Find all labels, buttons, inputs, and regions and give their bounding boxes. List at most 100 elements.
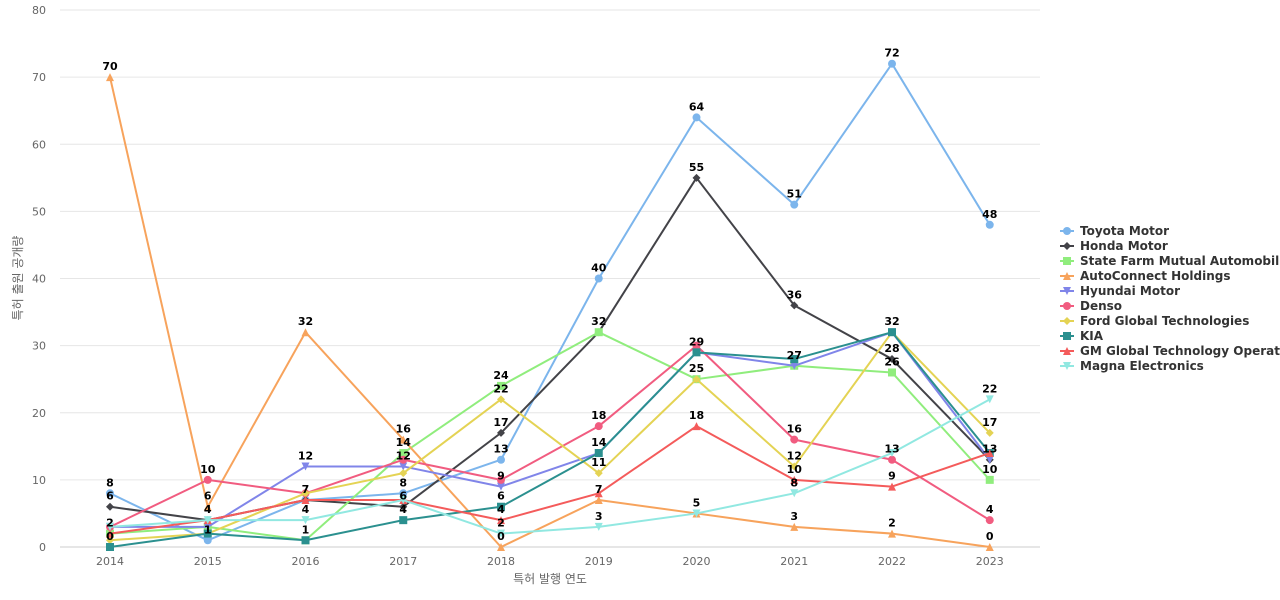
data-label: 18 [591,409,606,422]
series-line [109,76,990,548]
data-point [203,475,212,484]
data-label: 51 [787,188,802,201]
data-point [497,455,505,464]
series [106,395,994,538]
data-label: 26 [884,355,900,368]
data-point [594,274,603,283]
data-point [692,113,701,122]
data-point [301,536,310,545]
data-point [203,502,212,511]
data-point [790,522,799,531]
data-point [888,455,896,464]
x-tick-label: 2016 [292,555,320,568]
data-point [888,59,896,68]
legend-label: Denso [1080,299,1122,313]
data-point [594,422,603,431]
legend-marker [1063,227,1071,235]
x-tick-label: 2022 [878,555,906,568]
data-point [692,509,701,518]
data-point [203,536,212,545]
data-label: 48 [982,208,997,221]
data-point [301,328,310,337]
data-point [790,301,799,310]
data-point [888,529,896,538]
data-point [790,435,799,444]
data-label: 40 [591,262,607,275]
data-label: 17 [493,416,508,429]
data-label: 27 [787,349,802,362]
legend-label: Toyota Motor [1080,224,1169,238]
y-axis-title: 특허 출원 공개량 [11,236,25,321]
data-point [106,536,114,545]
data-point [106,522,114,531]
legend-item: State Farm Mutual Automobil... [1060,254,1280,268]
x-tick-label: 2017 [389,555,417,568]
data-label: 24 [493,369,509,382]
x-tick-label: 2019 [585,555,613,568]
data-label: 1 [302,523,310,536]
data-point [399,516,408,525]
x-tick-label: 2023 [976,555,1004,568]
data-point [985,428,994,437]
data-point [497,381,505,390]
data-label: 2 [106,517,114,530]
data-point [301,496,310,505]
y-tick-label: 30 [32,340,46,353]
data-label: 8 [399,476,407,489]
data-label: 12 [787,449,802,462]
series-line [109,344,991,528]
data-label: 22 [493,382,508,395]
data-label: 7 [302,483,310,496]
legend-item: Honda Motor [1060,239,1168,253]
legend-marker [1063,347,1071,355]
data-label: 55 [689,161,704,174]
legend-item: AutoConnect Holdings [1060,269,1231,283]
data-point [399,489,408,498]
data-label: 17 [982,416,997,429]
data-label: 6 [497,490,505,503]
data-label: 12 [396,449,411,462]
data-point [301,489,310,498]
data-label: 2 [497,517,505,530]
data-point [497,428,505,437]
data-label: 4 [302,503,310,516]
data-label: 9 [888,470,896,483]
data-point [399,469,408,478]
data-point [692,348,701,357]
x-tick-label: 2020 [683,555,711,568]
legend-label: GM Global Technology Operat... [1080,344,1280,358]
data-label: 25 [689,362,704,375]
data-label: 18 [689,409,704,422]
legend-marker [1063,242,1071,250]
data-label: 32 [591,315,606,328]
data-point [985,455,994,464]
data-label: 4 [497,503,505,516]
series-line [109,331,991,548]
legend-marker [1063,362,1071,370]
data-point [985,449,994,458]
data-point [399,496,408,505]
legend-label: Magna Electronics [1080,359,1204,373]
data-label: 36 [787,288,803,301]
y-axis-ticks: 0 10 20 30 40 50 60 70 80 [32,4,46,554]
data-label: 6 [204,490,212,503]
legend-item: Hyundai Motor [1060,284,1180,298]
data-label: 13 [493,443,508,456]
data-label: 5 [693,496,701,509]
x-tick-label: 2014 [96,555,124,568]
series [106,59,994,545]
legend-marker [1063,272,1071,280]
y-tick-label: 50 [32,205,46,218]
y-tick-label: 20 [32,407,46,420]
legend-item: Toyota Motor [1060,224,1169,238]
data-point [594,469,603,478]
data-point [888,449,896,458]
x-axis-ticks: 2014 2015 2016 2017 2018 2019 2020 2021 2022 2023 [96,555,1004,568]
data-point [106,73,114,82]
data-point [692,173,701,182]
data-label: 72 [884,47,899,60]
data-point [692,341,701,350]
data-point [692,422,701,431]
data-point [497,516,505,525]
data-point [594,449,603,458]
